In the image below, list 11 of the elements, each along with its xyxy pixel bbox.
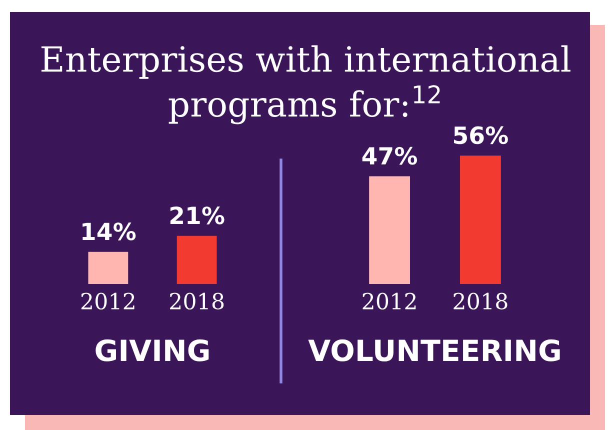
x-tick-label: 2018 — [454, 292, 508, 310]
x-axis-title: VOLUNTEERING — [308, 339, 560, 362]
data-label: 56% — [454, 126, 508, 144]
data-label: 21% — [170, 206, 224, 224]
x-axis-title: GIVING — [96, 339, 209, 362]
x-tick-label: 2018 — [170, 292, 224, 310]
data-label: 14% — [82, 222, 136, 240]
data-label: 47% — [362, 146, 418, 165]
x-tick-label: 2012 — [81, 292, 134, 310]
x-tick-label: 2012 — [362, 292, 416, 310]
chart-title: Enterprises with international programs for:$^{12}$ — [41, 45, 570, 124]
